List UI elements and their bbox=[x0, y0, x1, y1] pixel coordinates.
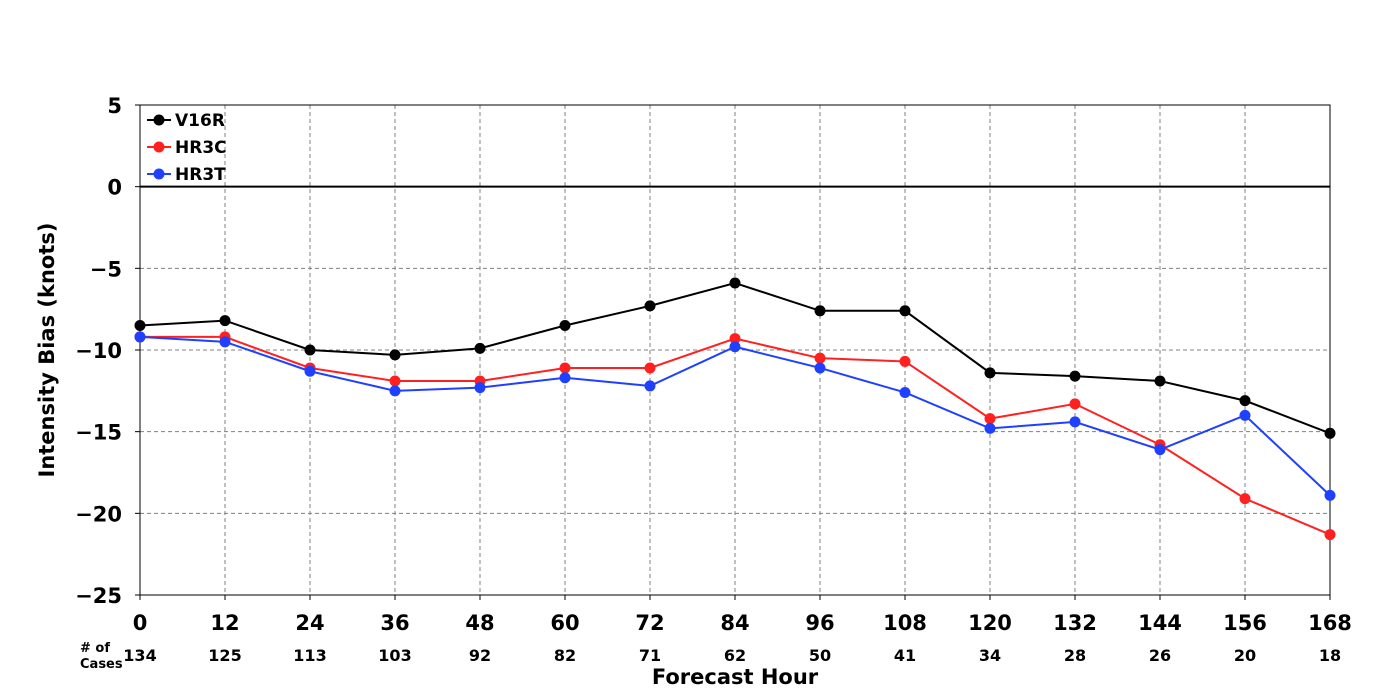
data-point bbox=[984, 367, 996, 379]
data-point bbox=[814, 362, 826, 374]
data-point bbox=[389, 375, 401, 387]
data-point bbox=[899, 355, 911, 367]
case-count-label: 26 bbox=[1149, 646, 1171, 665]
legend-item-hr3t: HR3T bbox=[147, 165, 226, 185]
legend-item-v16r: V16R bbox=[147, 111, 225, 131]
legend-label: V16R bbox=[175, 111, 225, 131]
data-point bbox=[304, 365, 316, 377]
data-point bbox=[984, 413, 996, 425]
case-counts: 134 125 113 103 92 82 71 62 50 41 34 28 26 20 18 bbox=[123, 646, 1341, 665]
case-count-label: 103 bbox=[378, 646, 411, 665]
data-point bbox=[1069, 416, 1081, 428]
data-point bbox=[1239, 409, 1251, 421]
data-point bbox=[219, 315, 231, 327]
data-point bbox=[644, 362, 656, 374]
data-point bbox=[1069, 398, 1081, 410]
y-tick-label: −5 bbox=[90, 257, 122, 281]
case-count-label: 28 bbox=[1064, 646, 1086, 665]
data-point bbox=[219, 336, 231, 348]
x-axis-ticks: 0 12 24 36 48 60 72 84 96 108 120 132 144 156 168 bbox=[133, 595, 1352, 635]
data-point bbox=[644, 380, 656, 392]
data-point bbox=[1154, 444, 1166, 456]
legend-item-hr3c: HR3C bbox=[147, 138, 227, 158]
y-axis-title: Intensity Bias (knots) bbox=[35, 223, 59, 478]
data-point bbox=[1239, 395, 1251, 407]
x-tick-label: 156 bbox=[1223, 611, 1267, 635]
data-point bbox=[474, 342, 486, 354]
x-tick-label: 72 bbox=[635, 611, 664, 635]
x-tick-label: 168 bbox=[1308, 611, 1352, 635]
x-tick-label: 144 bbox=[1138, 611, 1182, 635]
data-point bbox=[134, 331, 146, 343]
series-v16r bbox=[134, 277, 1336, 439]
x-tick-label: 48 bbox=[465, 611, 494, 635]
legend-marker bbox=[153, 141, 165, 153]
case-count-label: 20 bbox=[1234, 646, 1256, 665]
cases-caption-line2: Cases bbox=[80, 657, 123, 672]
legend: V16R HR3C HR3T bbox=[147, 111, 227, 185]
data-point bbox=[729, 277, 741, 289]
data-point bbox=[814, 352, 826, 364]
case-count-label: 34 bbox=[979, 646, 1001, 665]
y-tick-label: −20 bbox=[75, 502, 122, 526]
case-count-label: 82 bbox=[554, 646, 576, 665]
case-count-label: 18 bbox=[1319, 646, 1341, 665]
case-count-label: 134 bbox=[123, 646, 156, 665]
x-tick-label: 24 bbox=[295, 611, 324, 635]
data-point bbox=[134, 320, 146, 331]
data-point bbox=[1324, 529, 1336, 541]
data-point bbox=[474, 382, 486, 394]
series-hr3t bbox=[134, 331, 1336, 501]
data-point bbox=[389, 349, 401, 361]
y-tick-label: 5 bbox=[107, 94, 122, 118]
data-point bbox=[559, 320, 571, 331]
y-tick-label: 0 bbox=[107, 176, 122, 200]
y-tick-label: −25 bbox=[75, 584, 122, 608]
cases-caption-line1: # of bbox=[80, 641, 110, 656]
data-point bbox=[1239, 493, 1251, 505]
x-tick-label: 60 bbox=[550, 611, 579, 635]
case-count-label: 71 bbox=[639, 646, 661, 665]
x-tick-label: 108 bbox=[883, 611, 927, 635]
legend-label: HR3C bbox=[175, 138, 227, 158]
data-point bbox=[1324, 489, 1336, 501]
data-point bbox=[559, 362, 571, 374]
x-tick-label: 120 bbox=[968, 611, 1012, 635]
data-point bbox=[1154, 375, 1166, 387]
data-point bbox=[899, 305, 911, 317]
data-point bbox=[899, 386, 911, 398]
data-point bbox=[729, 333, 741, 345]
data-point bbox=[1069, 370, 1081, 382]
data-point bbox=[729, 341, 741, 353]
data-point bbox=[559, 372, 571, 384]
legend-marker bbox=[153, 168, 165, 180]
data-point bbox=[389, 385, 401, 397]
data-point bbox=[1324, 427, 1336, 439]
x-axis-title: Forecast Hour bbox=[652, 665, 819, 689]
case-count-label: 125 bbox=[208, 646, 241, 665]
y-axis-ticks: 5 0 −5 −10 −15 −20 −25 bbox=[75, 94, 140, 608]
data-series bbox=[134, 277, 1336, 541]
data-point bbox=[984, 422, 996, 434]
x-tick-label: 84 bbox=[720, 611, 749, 635]
y-tick-label: −10 bbox=[75, 339, 122, 363]
case-count-label: 41 bbox=[894, 646, 916, 665]
case-count-label: 92 bbox=[469, 646, 491, 665]
case-count-label: 62 bbox=[724, 646, 746, 665]
x-tick-label: 12 bbox=[210, 611, 239, 635]
legend-marker bbox=[153, 114, 165, 126]
data-point bbox=[644, 300, 656, 312]
x-tick-label: 0 bbox=[133, 611, 148, 635]
y-tick-label: −15 bbox=[75, 421, 122, 445]
x-tick-label: 132 bbox=[1053, 611, 1097, 635]
data-point bbox=[814, 305, 826, 317]
data-point bbox=[304, 344, 316, 356]
legend-label: HR3T bbox=[175, 165, 226, 185]
x-tick-label: 36 bbox=[380, 611, 409, 635]
case-count-label: 50 bbox=[809, 646, 831, 665]
case-count-label: 113 bbox=[293, 646, 326, 665]
x-tick-label: 96 bbox=[805, 611, 834, 635]
